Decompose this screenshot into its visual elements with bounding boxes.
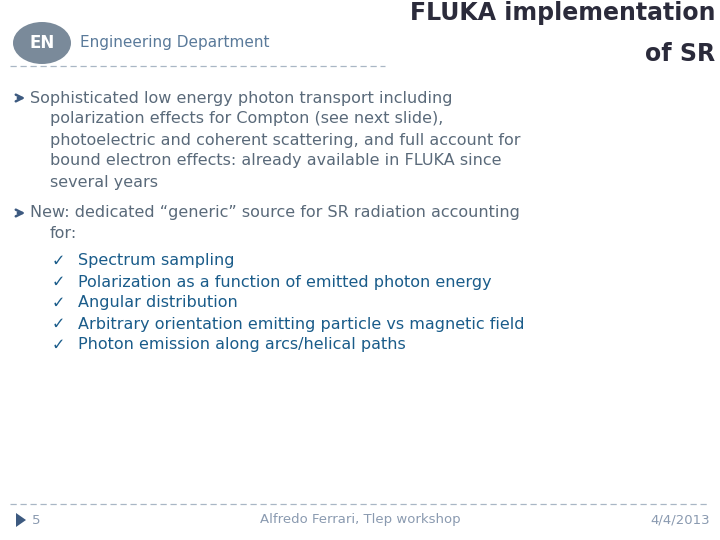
Text: ✓: ✓	[51, 316, 65, 332]
Polygon shape	[16, 513, 26, 527]
Text: Spectrum sampling: Spectrum sampling	[78, 253, 235, 268]
Text: Angular distribution: Angular distribution	[78, 295, 238, 310]
Text: Engineering Department: Engineering Department	[80, 36, 269, 51]
Text: 5: 5	[32, 514, 40, 526]
Text: polarization effects for Compton (see next slide),: polarization effects for Compton (see ne…	[50, 111, 444, 126]
Text: photoelectric and coherent scattering, and full account for: photoelectric and coherent scattering, a…	[50, 132, 521, 147]
Text: New: dedicated “generic” source for SR radiation accounting: New: dedicated “generic” source for SR r…	[30, 206, 520, 220]
Text: FLUKA implementation: FLUKA implementation	[410, 1, 715, 25]
Text: 4/4/2013: 4/4/2013	[650, 514, 710, 526]
Text: Polarization as a function of emitted photon energy: Polarization as a function of emitted ph…	[78, 274, 492, 289]
Text: Sophisticated low energy photon transport including: Sophisticated low energy photon transpor…	[30, 91, 452, 105]
Ellipse shape	[13, 22, 71, 64]
Text: ✓: ✓	[51, 253, 65, 268]
Text: several years: several years	[50, 174, 158, 190]
Text: bound electron effects: already available in FLUKA since: bound electron effects: already availabl…	[50, 153, 502, 168]
Text: for:: for:	[50, 226, 77, 241]
Text: of SR: of SR	[645, 42, 715, 66]
Text: Alfredo Ferrari, Tlep workshop: Alfredo Ferrari, Tlep workshop	[260, 514, 460, 526]
Text: Arbitrary orientation emitting particle vs magnetic field: Arbitrary orientation emitting particle …	[78, 316, 524, 332]
Text: EN: EN	[30, 34, 55, 52]
Text: ✓: ✓	[51, 338, 65, 353]
Text: Photon emission along arcs/helical paths: Photon emission along arcs/helical paths	[78, 338, 406, 353]
Text: ✓: ✓	[51, 274, 65, 289]
Text: ✓: ✓	[51, 295, 65, 310]
